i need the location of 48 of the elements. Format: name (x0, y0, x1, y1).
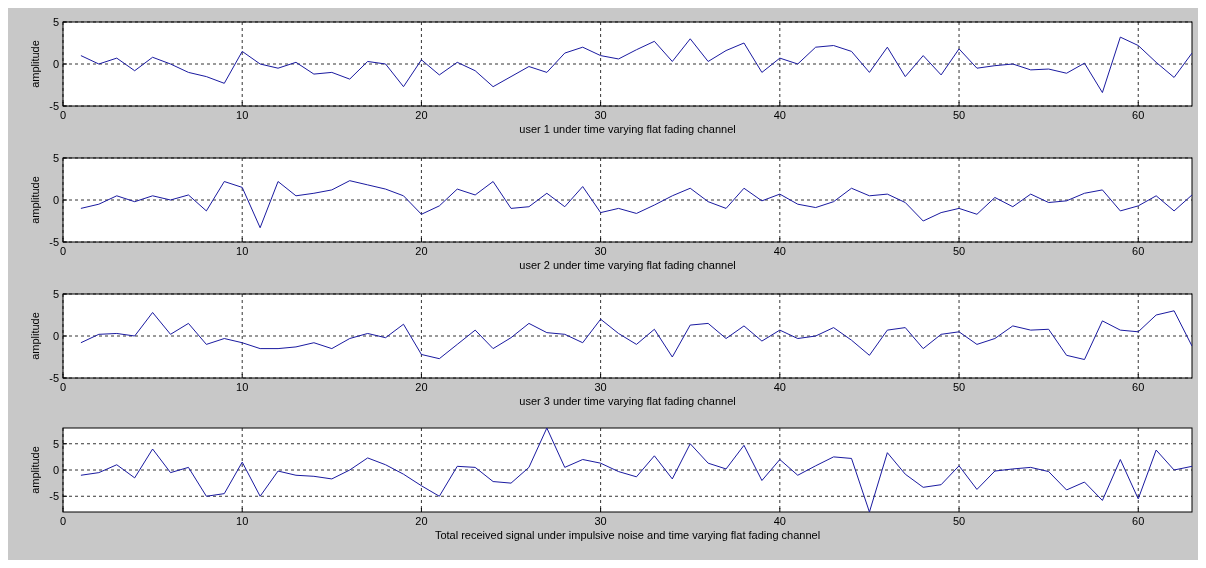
line-series (80, 428, 1192, 512)
y-tick-label: 0 (52, 464, 59, 476)
y-tick-label: 0 (52, 330, 59, 342)
x-axis-title: user 3 under time varying flat fading channel (519, 395, 736, 407)
x-tick-label: 30 (594, 515, 607, 527)
x-tick-label: 40 (773, 109, 786, 121)
y-tick-label: -5 (49, 100, 59, 112)
x-tick-label: 20 (415, 515, 428, 527)
y-axis-title: amplitude (29, 40, 41, 88)
x-axis-title: user 1 under time varying flat fading channel (519, 123, 736, 135)
y-tick-label: 0 (52, 58, 59, 70)
x-tick-label: 60 (1132, 109, 1145, 121)
x-tick-label: 30 (594, 109, 607, 121)
x-axis-title: Total received signal under impulsive noise and time varying flat fading channel (434, 529, 821, 541)
line-series (80, 310, 1192, 361)
y-tick-label: -5 (49, 490, 59, 503)
x-tick-label: 10 (236, 515, 249, 527)
x-axis-title: user 2 under time varying flat fading channel (519, 259, 736, 271)
y-tick-label: 0 (52, 194, 59, 206)
x-tick-label: 20 (415, 381, 428, 393)
x-tick-label: 20 (415, 109, 428, 121)
line-series (80, 180, 1192, 229)
x-tick-label: 60 (1132, 381, 1145, 393)
y-tick-label: 5 (52, 437, 59, 450)
y-axis-title: amplitude (29, 446, 41, 494)
y-tick-label: -5 (49, 236, 59, 248)
x-tick-label: 10 (236, 109, 249, 121)
x-tick-label: 50 (952, 245, 966, 257)
y-tick-label: 5 (52, 16, 59, 28)
x-tick-label: 40 (773, 381, 786, 393)
y-tick-label: -5 (49, 372, 59, 384)
line-series (80, 36, 1192, 94)
x-tick-label: 40 (773, 245, 786, 257)
y-axis-title: amplitude (29, 312, 41, 360)
x-tick-label: 10 (236, 245, 249, 257)
x-tick-label: 30 (594, 381, 607, 393)
y-axis-title: amplitude (29, 176, 41, 224)
y-tick-label: 5 (52, 152, 59, 164)
x-tick-label: 20 (415, 245, 428, 257)
x-tick-label: 40 (773, 515, 786, 527)
x-tick-label: 10 (236, 381, 249, 393)
y-tick-label: 5 (52, 288, 59, 300)
x-tick-label: 50 (952, 109, 966, 121)
x-tick-label: 50 (952, 381, 966, 393)
x-tick-label: 60 (1132, 245, 1145, 257)
x-tick-label: 60 (1132, 515, 1145, 527)
x-tick-label: 50 (952, 515, 966, 527)
x-tick-label: 30 (594, 245, 607, 257)
